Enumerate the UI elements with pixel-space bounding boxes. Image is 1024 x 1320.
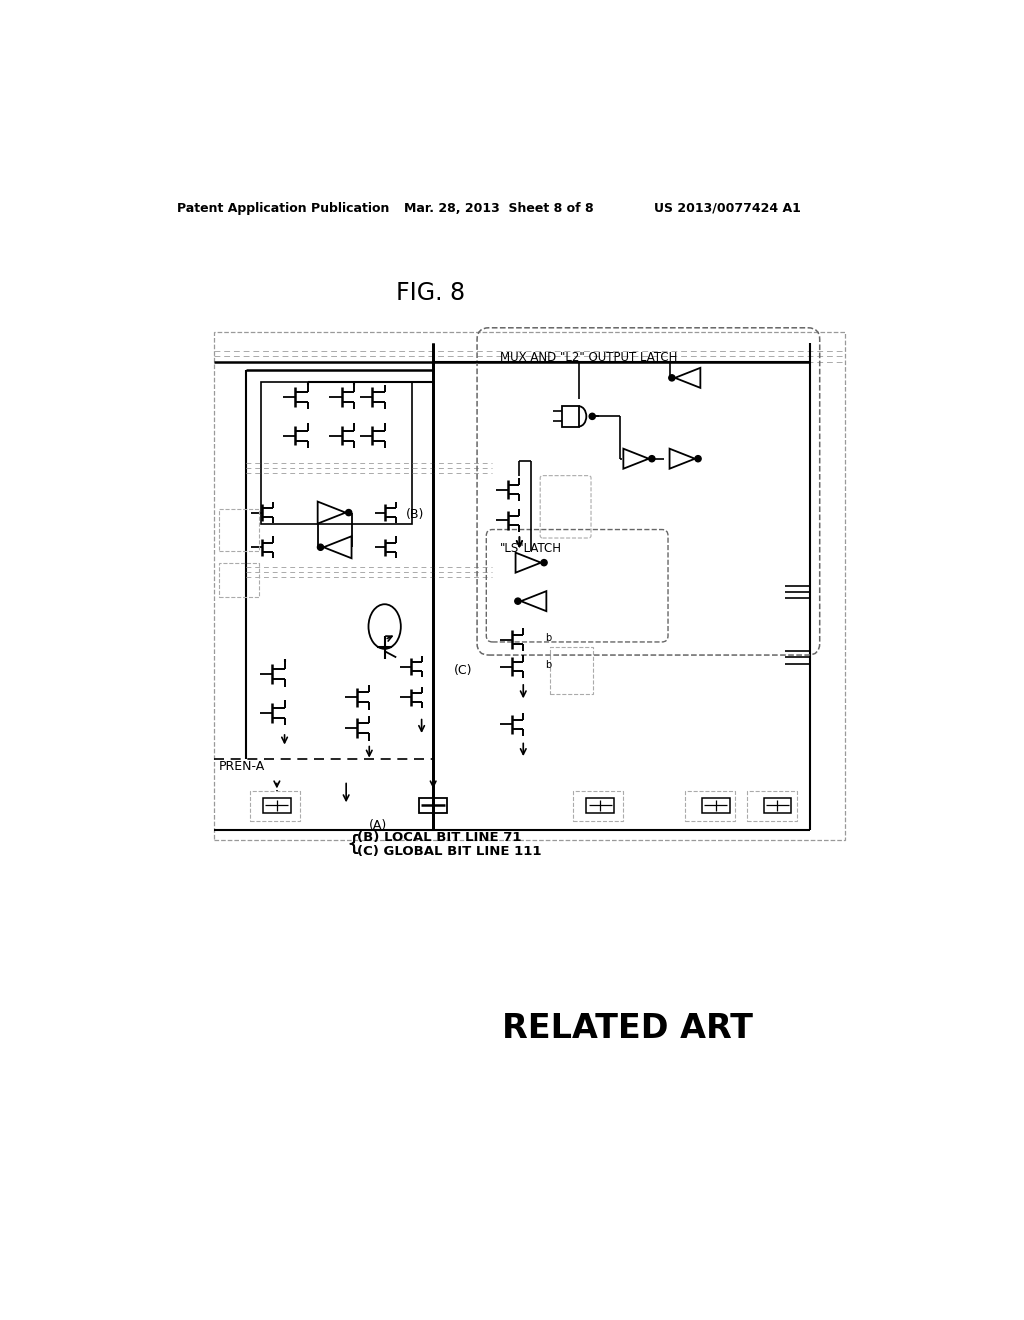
Bar (701, 797, 730, 813)
Text: FIG. 8: FIG. 8 (396, 281, 466, 305)
Bar (219, 508, 259, 552)
Bar (263, 797, 291, 813)
Text: b: b (545, 660, 551, 671)
Circle shape (669, 375, 675, 381)
Polygon shape (317, 502, 346, 524)
Text: MUX AND "L2" OUTPUT LATCH: MUX AND "L2" OUTPUT LATCH (500, 351, 678, 363)
Polygon shape (324, 536, 351, 558)
Bar (587, 797, 614, 813)
Text: Patent Application Publication: Patent Application Publication (177, 202, 389, 215)
Text: US 2013/0077424 A1: US 2013/0077424 A1 (654, 202, 801, 215)
Circle shape (346, 510, 352, 516)
Circle shape (515, 598, 521, 605)
Polygon shape (515, 553, 541, 573)
Text: RELATED ART: RELATED ART (502, 1012, 753, 1045)
Text: "LS"LATCH: "LS"LATCH (500, 543, 562, 556)
Text: b: b (545, 634, 551, 643)
Bar (685, 792, 735, 821)
Circle shape (317, 544, 324, 550)
Text: Mar. 28, 2013  Sheet 8 of 8: Mar. 28, 2013 Sheet 8 of 8 (403, 202, 594, 215)
Bar (261, 381, 412, 524)
Polygon shape (675, 368, 700, 388)
Bar (219, 562, 259, 598)
Text: (C): (C) (454, 664, 472, 677)
Text: (B): (B) (407, 508, 425, 520)
Text: {: { (346, 834, 360, 854)
Bar (764, 797, 792, 813)
Polygon shape (670, 449, 695, 469)
Bar (562, 407, 579, 426)
Text: (A): (A) (370, 818, 387, 832)
Text: {: { (346, 834, 360, 854)
Text: (C) GLOBAL BIT LINE 111: (C) GLOBAL BIT LINE 111 (357, 845, 542, 858)
Bar (573, 792, 624, 821)
Text: (B) LOCAL BIT LINE 71: (B) LOCAL BIT LINE 71 (357, 832, 521, 843)
Bar (214, 331, 845, 840)
Polygon shape (624, 449, 649, 469)
Bar (746, 792, 797, 821)
Bar (419, 797, 447, 813)
Text: PREN-A: PREN-A (219, 760, 265, 774)
Bar (250, 792, 300, 821)
Polygon shape (521, 591, 547, 611)
Circle shape (541, 560, 547, 566)
Circle shape (695, 455, 701, 462)
Circle shape (649, 455, 655, 462)
Bar (550, 647, 593, 693)
Circle shape (589, 413, 595, 420)
